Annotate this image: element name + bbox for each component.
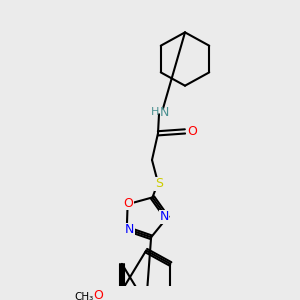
- Text: O: O: [93, 289, 103, 300]
- Text: O: O: [187, 125, 197, 138]
- Text: S: S: [155, 177, 163, 190]
- Text: N: N: [125, 223, 134, 236]
- Text: H: H: [151, 107, 159, 117]
- Text: O: O: [124, 197, 134, 210]
- Text: N: N: [159, 106, 169, 119]
- Text: N: N: [159, 210, 169, 223]
- Text: CH₃: CH₃: [74, 292, 94, 300]
